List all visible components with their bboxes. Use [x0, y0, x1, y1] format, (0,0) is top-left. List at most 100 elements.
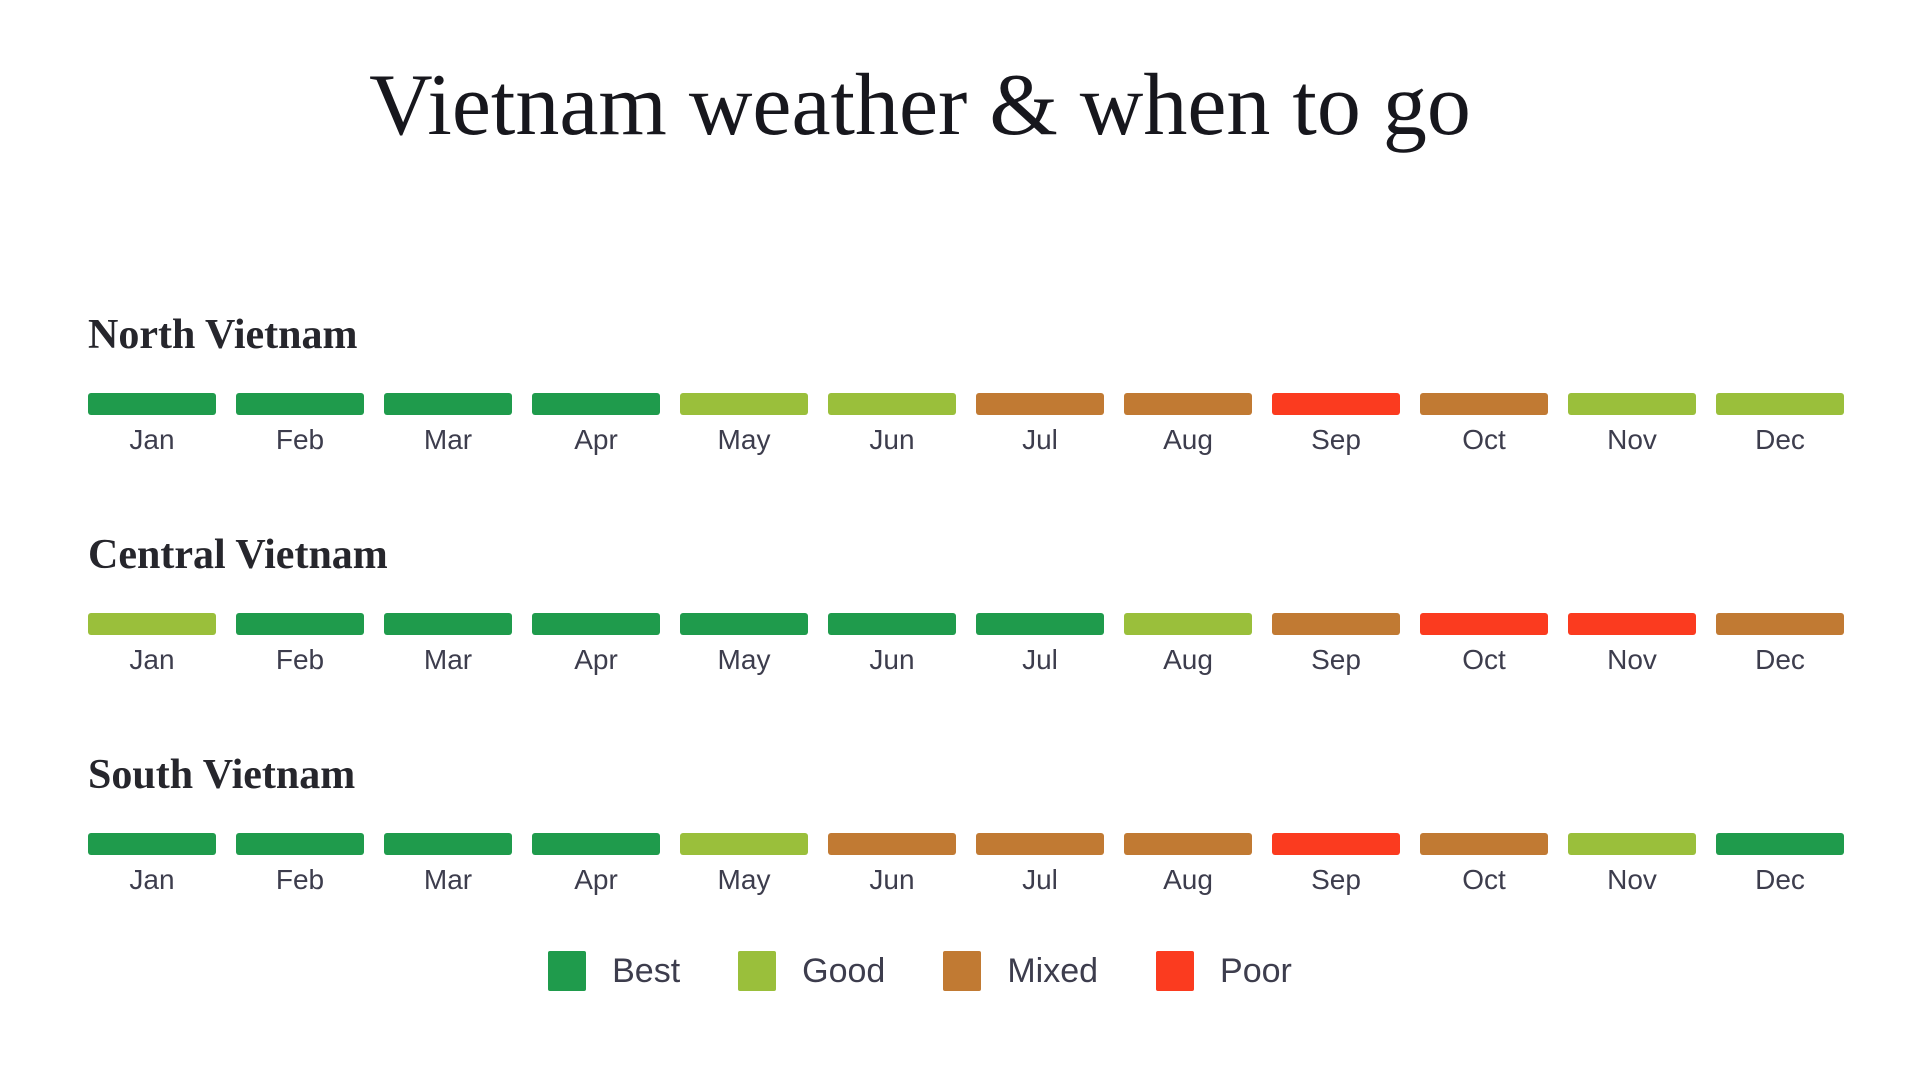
region-section-north-vietnam: North Vietnam Jan Feb Mar Apr May Jun Jul Aug Sep… [88, 314, 1848, 456]
month-label: Feb [275, 864, 325, 895]
month-label: Apr [574, 424, 618, 455]
month-bar-best [236, 613, 364, 635]
legend-swatch-mixed [943, 951, 982, 991]
month-cell: Jan [88, 613, 216, 676]
month-label: Jul [1022, 424, 1058, 455]
month-cell: Nov [1568, 833, 1696, 896]
month-cell: Nov [1568, 613, 1696, 676]
month-cell: Jul [976, 613, 1104, 676]
month-cell: Feb [236, 613, 364, 676]
month-bar-good [1568, 393, 1696, 415]
month-bar-row: Jan Feb Mar Apr May Jun Jul Aug Sep Oct Nov Dec [88, 393, 1848, 456]
month-label: Mar [423, 424, 473, 455]
month-bar-mixed [1124, 833, 1252, 855]
page-title: Vietnam weather & when to go [369, 57, 1471, 154]
month-bar-mixed [976, 393, 1104, 415]
month-cell: Mar [384, 833, 512, 896]
month-bar-best [384, 613, 512, 635]
month-label: Apr [574, 644, 618, 675]
legend-item-poor: Poor [1156, 951, 1292, 991]
month-bar-best [680, 613, 808, 635]
month-bar-best [828, 613, 956, 635]
month-label: Jul [1022, 644, 1058, 675]
month-cell: Aug [1124, 833, 1252, 896]
month-label: Mar [423, 864, 473, 895]
month-label: Dec [1755, 424, 1805, 455]
month-bar-best [236, 833, 364, 855]
month-bar-mixed [1272, 613, 1400, 635]
legend-item-mixed: Mixed [943, 951, 1098, 991]
month-label: Nov [1607, 424, 1657, 455]
month-bar-best [976, 613, 1104, 635]
month-label: Sep [1311, 424, 1361, 455]
month-bar-best [1716, 833, 1844, 855]
month-label: Aug [1163, 424, 1213, 455]
month-cell: Jul [976, 833, 1104, 896]
month-bar-good [1716, 393, 1844, 415]
month-label: Oct [1462, 424, 1506, 455]
month-label: Sep [1311, 644, 1361, 675]
month-bar-poor [1272, 833, 1400, 855]
month-label: May [717, 644, 771, 675]
month-label: Feb [275, 644, 325, 675]
legend-swatch-good [738, 951, 777, 991]
month-cell: Nov [1568, 393, 1696, 456]
month-label: Jun [869, 644, 915, 675]
month-cell: Mar [384, 613, 512, 676]
month-cell: Dec [1716, 393, 1844, 456]
month-label: Jan [129, 424, 175, 455]
region-title: Central Vietnam [88, 532, 388, 578]
month-label: Jun [869, 864, 915, 895]
month-label: Oct [1462, 644, 1506, 675]
legend-label: Poor [1220, 952, 1292, 990]
month-label: Dec [1755, 644, 1805, 675]
month-cell: Sep [1272, 833, 1400, 896]
month-cell: Oct [1420, 613, 1548, 676]
month-cell: Apr [532, 833, 660, 896]
month-cell: Feb [236, 393, 364, 456]
month-cell: Apr [532, 613, 660, 676]
month-label: Jun [869, 424, 915, 455]
region-section-south-vietnam: South Vietnam Jan Feb Mar Apr May Jun Jul Aug Sep… [88, 754, 1848, 896]
month-bar-best [532, 393, 660, 415]
month-cell: Jun [828, 833, 956, 896]
month-label: Jan [129, 644, 175, 675]
month-bar-mixed [976, 833, 1104, 855]
month-bar-mixed [828, 833, 956, 855]
month-bar-best [532, 833, 660, 855]
month-cell: May [680, 833, 808, 896]
month-bar-best [88, 393, 216, 415]
month-bar-poor [1272, 393, 1400, 415]
month-cell: Jun [828, 613, 956, 676]
month-bar-best [384, 833, 512, 855]
month-bar-best [384, 393, 512, 415]
legend-label: Best [612, 952, 681, 990]
month-label: Aug [1163, 864, 1213, 895]
month-cell: Oct [1420, 393, 1548, 456]
region-title: South Vietnam [88, 752, 356, 798]
month-bar-mixed [1124, 393, 1252, 415]
month-bar-best [88, 833, 216, 855]
month-cell: Sep [1272, 393, 1400, 456]
month-label: Oct [1462, 864, 1506, 895]
month-cell: Oct [1420, 833, 1548, 896]
month-bar-poor [1420, 613, 1548, 635]
legend-item-best: Best [548, 951, 680, 991]
month-cell: May [680, 613, 808, 676]
month-label: Mar [423, 644, 473, 675]
month-bar-best [532, 613, 660, 635]
month-cell: Aug [1124, 613, 1252, 676]
legend-swatch-best [548, 951, 587, 991]
month-label: Nov [1607, 644, 1657, 675]
legend: Best Good Mixed Poor [0, 951, 1840, 991]
month-label: Dec [1755, 864, 1805, 895]
month-cell: Jan [88, 393, 216, 456]
month-label: May [717, 864, 771, 895]
month-cell: Dec [1716, 613, 1844, 676]
legend-label: Mixed [1007, 952, 1099, 990]
month-cell: Jan [88, 833, 216, 896]
month-label: Jan [129, 864, 175, 895]
month-cell: Jun [828, 393, 956, 456]
month-bar-good [828, 393, 956, 415]
legend-swatch-poor [1156, 951, 1195, 991]
